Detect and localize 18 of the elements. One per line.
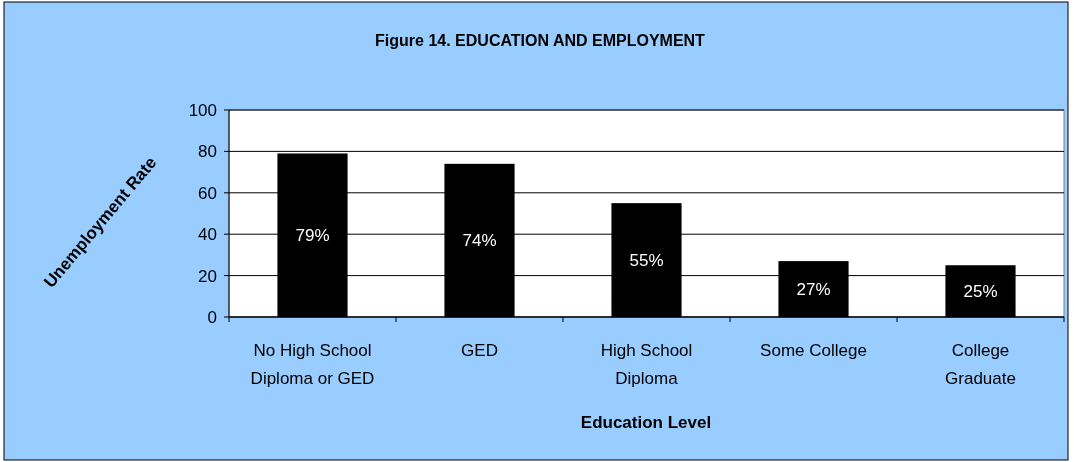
data-label: 25% (963, 282, 998, 302)
data-label: 74% (462, 231, 497, 251)
y-tick-label: 100 (188, 100, 217, 120)
x-tick-label: GED (461, 341, 498, 360)
y-tick-label: 0 (207, 307, 217, 327)
data-label: 27% (796, 280, 831, 300)
data-label: 55% (629, 251, 664, 271)
y-tick-label: 80 (198, 142, 217, 162)
x-tick-label: No High School Diploma or GED (250, 341, 375, 388)
y-tick-label: 60 (198, 183, 217, 203)
x-axis-title: Education Level (580, 413, 712, 432)
y-tick-label: 20 (198, 266, 217, 286)
data-label: 79% (295, 226, 330, 246)
x-tick-label: Some College (760, 341, 867, 360)
x-tick-label: College Graduate (945, 341, 1016, 388)
chart-title: Figure 14. EDUCATION AND EMPLOYMENT (375, 32, 706, 49)
y-tick-label: 40 (198, 225, 217, 245)
x-tick-label: High School Diploma (600, 341, 693, 388)
